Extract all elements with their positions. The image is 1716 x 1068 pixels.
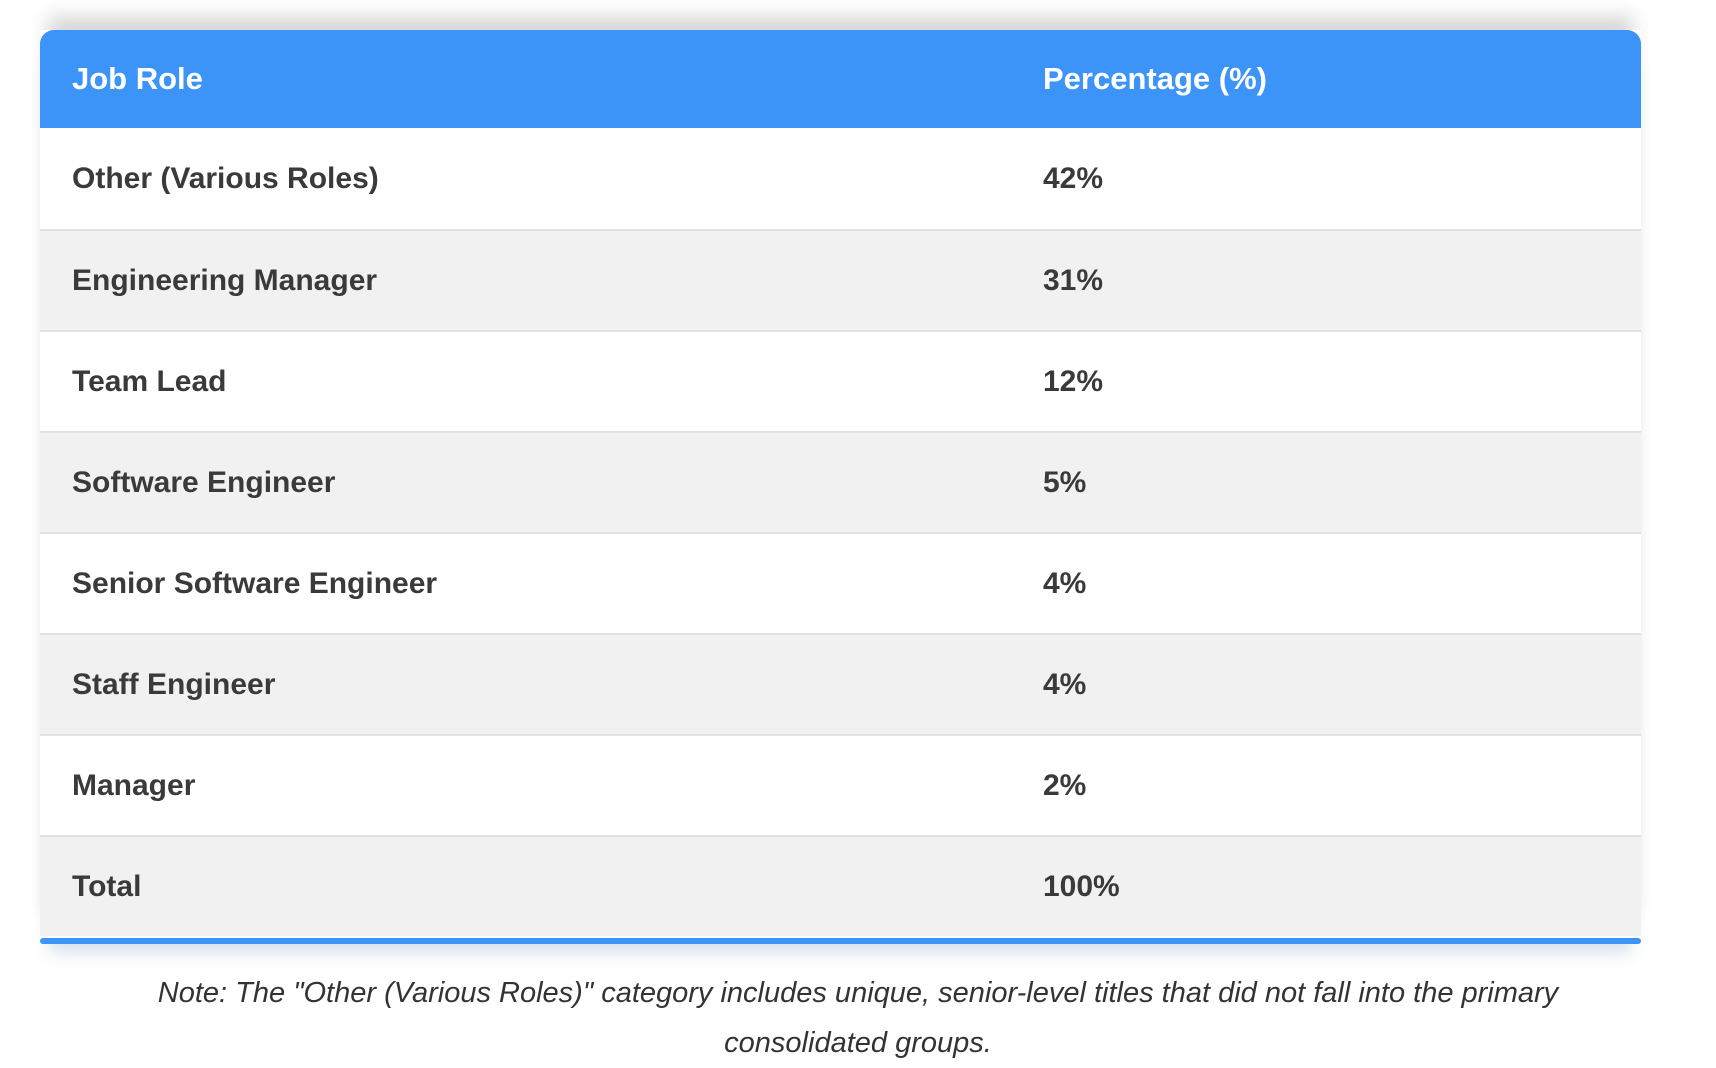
job-role-cell: Other (Various Roles)	[72, 161, 379, 195]
percentage-cell: 31%	[1043, 263, 1104, 297]
job-role-cell: Manager	[72, 768, 196, 802]
job-role-cell: Senior Software Engineer	[72, 566, 438, 600]
column-header-job-role: Job Role	[72, 61, 203, 96]
footnote-text: Note: The "Other (Various Roles)" catego…	[157, 977, 1559, 1059]
percentage-cell: 12%	[1043, 364, 1104, 398]
table-row: Senior Software Engineer 4%	[40, 532, 1641, 633]
job-role-cell: Engineering Manager	[72, 263, 378, 297]
table-row: Other (Various Roles) 42%	[40, 128, 1641, 229]
percentage-cell: 5%	[1043, 465, 1087, 499]
percentage-cell: 4%	[1043, 667, 1087, 701]
table-row: Software Engineer 5%	[40, 431, 1641, 532]
job-role-cell: Software Engineer	[72, 465, 336, 499]
job-role-table-card: Job Role Percentage (%) Other (Various R…	[40, 30, 1641, 944]
table-row: Total 100%	[40, 835, 1641, 936]
percentage-cell: 2%	[1043, 768, 1087, 802]
job-role-cell: Team Lead	[72, 364, 227, 398]
percentage-cell: 100%	[1043, 869, 1120, 903]
table-body: Other (Various Roles) 42% Engineering Ma…	[40, 128, 1641, 936]
percentage-cell: 4%	[1043, 566, 1087, 600]
job-role-cell: Staff Engineer	[72, 667, 276, 701]
job-role-cell: Total	[72, 869, 142, 903]
table-bottom-accent-bar	[40, 938, 1641, 944]
footnote-container: Note: The "Other (Various Roles)" catego…	[0, 968, 1716, 1068]
table-header-row: Job Role Percentage (%)	[40, 30, 1641, 128]
table-row: Manager 2%	[40, 734, 1641, 835]
table-row: Staff Engineer 4%	[40, 633, 1641, 734]
percentage-cell: 42%	[1043, 161, 1104, 195]
table-row: Team Lead 12%	[40, 330, 1641, 431]
column-header-percentage: Percentage (%)	[1043, 61, 1267, 96]
table-row: Engineering Manager 31%	[40, 229, 1641, 330]
